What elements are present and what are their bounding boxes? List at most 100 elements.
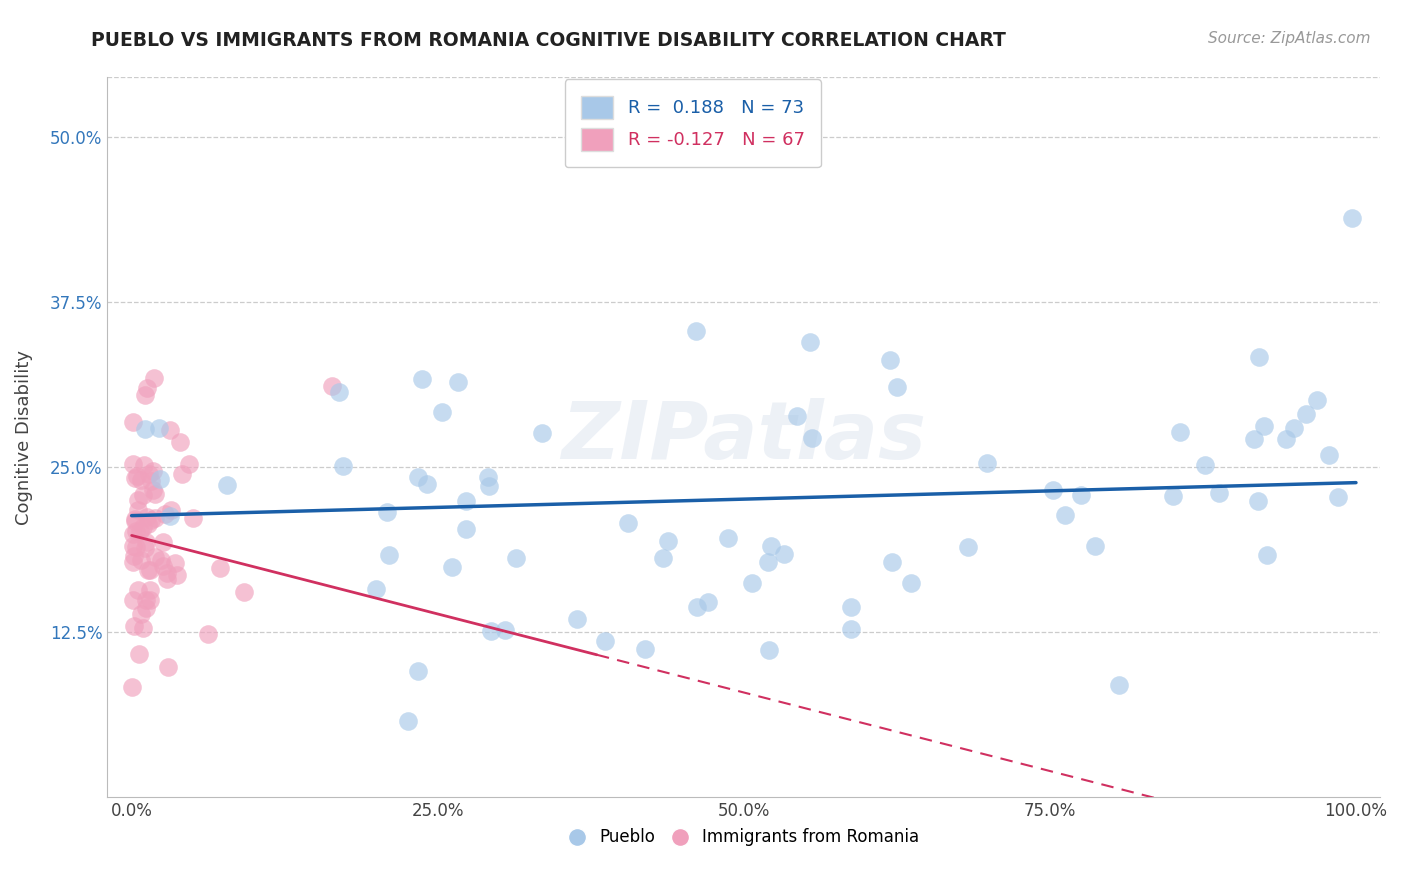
- Point: [127, 583, 149, 598]
- Point: [134, 541, 156, 555]
- Point: [1317, 448, 1340, 462]
- Point: [156, 572, 179, 586]
- Point: [152, 559, 174, 574]
- Point: [839, 622, 862, 636]
- Point: [122, 458, 145, 472]
- Point: [1295, 407, 1317, 421]
- Point: [233, 584, 256, 599]
- Point: [839, 599, 862, 614]
- Point: [1275, 432, 1298, 446]
- Point: [375, 505, 398, 519]
- Point: [441, 560, 464, 574]
- Point: [1253, 419, 1275, 434]
- Point: [143, 511, 166, 525]
- Point: [494, 623, 516, 637]
- Point: [122, 526, 145, 541]
- Point: [416, 476, 439, 491]
- Point: [1042, 483, 1064, 497]
- Point: [125, 540, 148, 554]
- Point: [685, 324, 707, 338]
- Point: [122, 619, 145, 633]
- Point: [786, 409, 808, 423]
- Point: [1194, 458, 1216, 473]
- Point: [406, 470, 429, 484]
- Point: [136, 510, 159, 524]
- Point: [143, 550, 166, 565]
- Point: [122, 555, 145, 569]
- Point: [332, 459, 354, 474]
- Point: [135, 601, 157, 615]
- Point: [150, 553, 173, 567]
- Point: [141, 513, 163, 527]
- Point: [143, 487, 166, 501]
- Point: [121, 592, 143, 607]
- Point: [565, 612, 588, 626]
- Point: [139, 582, 162, 597]
- Legend: Pueblo, Immigrants from Romania: Pueblo, Immigrants from Romania: [562, 822, 925, 853]
- Point: [956, 541, 979, 555]
- Point: [364, 582, 387, 596]
- Point: [900, 575, 922, 590]
- Point: [686, 600, 709, 615]
- Point: [657, 533, 679, 548]
- Point: [159, 423, 181, 437]
- Point: [717, 532, 740, 546]
- Point: [411, 372, 433, 386]
- Point: [505, 550, 527, 565]
- Point: [121, 680, 143, 694]
- Point: [169, 435, 191, 450]
- Point: [1306, 393, 1329, 408]
- Point: [756, 555, 779, 569]
- Point: [531, 425, 554, 440]
- Point: [129, 524, 152, 538]
- Point: [396, 714, 419, 728]
- Point: [1108, 678, 1130, 692]
- Point: [160, 503, 183, 517]
- Point: [879, 353, 901, 368]
- Point: [132, 621, 155, 635]
- Point: [143, 371, 166, 385]
- Point: [124, 514, 146, 528]
- Point: [800, 431, 823, 445]
- Point: [125, 524, 148, 538]
- Point: [696, 595, 718, 609]
- Point: [149, 472, 172, 486]
- Point: [432, 405, 454, 419]
- Point: [124, 512, 146, 526]
- Point: [121, 415, 143, 429]
- Point: [1256, 549, 1278, 563]
- Point: [446, 376, 468, 390]
- Point: [138, 563, 160, 577]
- Y-axis label: Cognitive Disability: Cognitive Disability: [15, 350, 32, 524]
- Point: [127, 469, 149, 483]
- Point: [378, 548, 401, 562]
- Text: ZIPatlas: ZIPatlas: [561, 398, 927, 476]
- Point: [1247, 350, 1270, 364]
- Point: [773, 547, 796, 561]
- Point: [1070, 488, 1092, 502]
- Point: [135, 535, 157, 549]
- Point: [406, 665, 429, 679]
- Point: [886, 380, 908, 394]
- Point: [1243, 432, 1265, 446]
- Point: [328, 384, 350, 399]
- Point: [1161, 489, 1184, 503]
- Point: [122, 549, 145, 564]
- Point: [134, 388, 156, 402]
- Point: [456, 522, 478, 536]
- Point: [134, 592, 156, 607]
- Point: [1327, 490, 1350, 504]
- Point: [142, 464, 165, 478]
- Point: [135, 381, 157, 395]
- Point: [181, 511, 204, 525]
- Point: [179, 458, 201, 472]
- Point: [479, 624, 502, 638]
- Point: [454, 493, 477, 508]
- Point: [128, 647, 150, 661]
- Point: [1084, 540, 1107, 554]
- Point: [1168, 425, 1191, 440]
- Point: [976, 456, 998, 470]
- Point: [153, 507, 176, 521]
- Point: [166, 567, 188, 582]
- Point: [634, 641, 657, 656]
